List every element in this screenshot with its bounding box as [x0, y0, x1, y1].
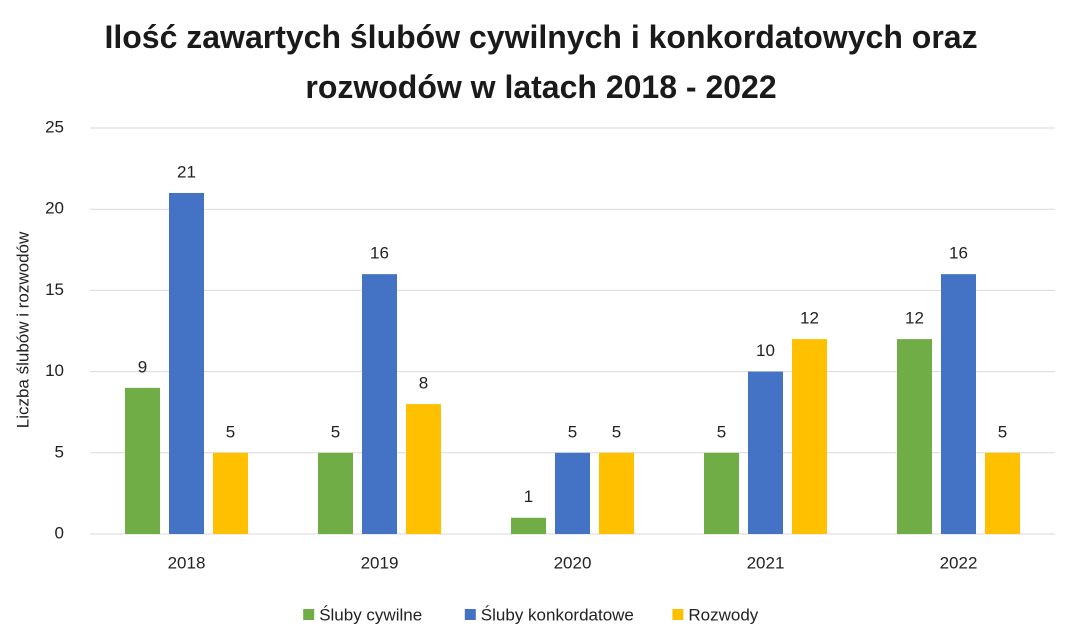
data-label: 10 [756, 341, 775, 360]
bar [985, 452, 1020, 534]
legend-swatch [672, 609, 684, 620]
bar [318, 452, 353, 534]
data-label: 5 [331, 422, 340, 441]
y-tick-label: 0 [55, 523, 64, 542]
bar [704, 452, 739, 534]
data-label: 5 [717, 422, 726, 441]
chart-title: Ilość zawartych ślubów cywilnych i konko… [104, 19, 978, 105]
data-label: 9 [138, 357, 147, 376]
bar [897, 339, 932, 534]
bar [362, 274, 397, 534]
data-label: 12 [800, 309, 819, 328]
bar [748, 371, 783, 534]
bar [125, 387, 160, 534]
bar [511, 517, 546, 534]
data-label: 5 [226, 422, 235, 441]
legend-label: Śluby konkordatowe [481, 605, 634, 624]
y-tick-label: 25 [45, 117, 64, 136]
bar [941, 274, 976, 534]
x-tick-label: 2019 [361, 553, 399, 572]
data-label: 5 [998, 422, 1007, 441]
legend-swatch [464, 609, 476, 620]
bar [599, 452, 634, 534]
x-tick-label: 2018 [168, 553, 206, 572]
data-label: 5 [568, 422, 577, 441]
data-label: 12 [905, 309, 924, 328]
legend-label: Rozwody [688, 605, 758, 624]
data-label: 21 [177, 162, 196, 181]
bar [406, 404, 441, 534]
bar [792, 339, 827, 534]
y-tick-label: 5 [55, 442, 64, 461]
x-tick-label: 2021 [747, 553, 785, 572]
legend-swatch [303, 609, 315, 620]
data-label: 16 [370, 244, 389, 263]
y-tick-label: 10 [45, 361, 64, 380]
x-tick-label: 2020 [554, 553, 592, 572]
x-tick-label: 2022 [940, 553, 978, 572]
legend-label: Śluby cywilne [319, 605, 422, 624]
bar [169, 192, 204, 534]
y-tick-label: 15 [45, 280, 64, 299]
data-label: 5 [612, 422, 621, 441]
y-axis-label: Liczba ślubów i rozwodów [13, 231, 32, 428]
data-label: 8 [419, 374, 428, 393]
y-tick-label: 20 [45, 199, 64, 218]
bar [213, 452, 248, 534]
data-label: 1 [524, 487, 533, 506]
data-label: 16 [949, 244, 968, 263]
bar [555, 452, 590, 534]
